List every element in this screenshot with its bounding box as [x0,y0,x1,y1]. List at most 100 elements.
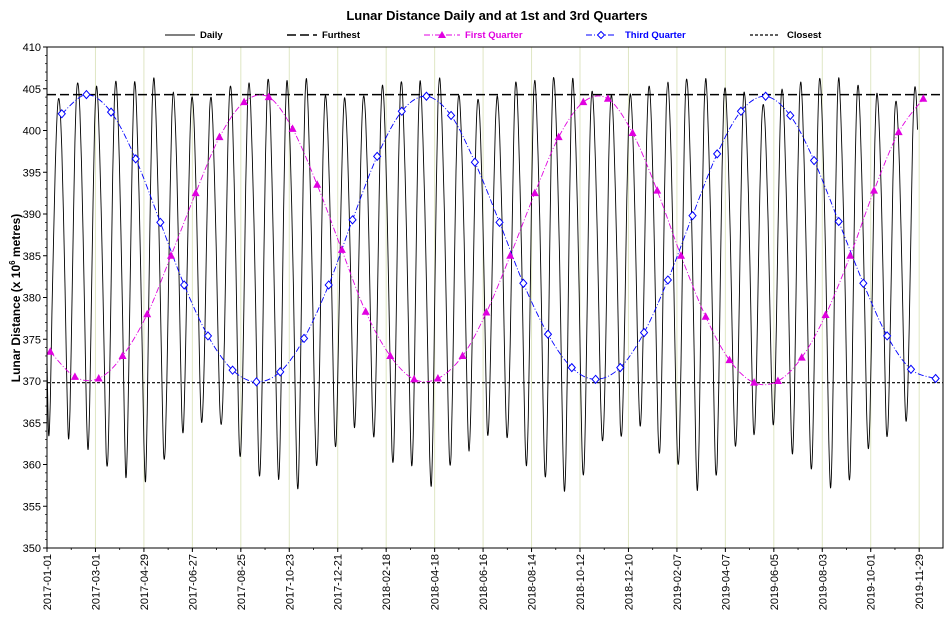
first-quarter-point [386,351,395,359]
third-quarter-point [324,280,333,290]
first-quarter-point [337,245,346,253]
x-tick-label: 2017-08-25 [236,554,248,610]
daily-series-line [47,76,918,492]
legend-label-furthest: Furthest [322,30,361,41]
x-tick-label: 2019-06-05 [769,554,781,610]
first-quarter-point [264,92,273,101]
third-quarter-point [470,157,480,167]
y-tick-label: 395 [23,167,41,179]
third-quarter-point [252,377,261,387]
first-quarter-point [677,251,686,259]
third-quarter-point [906,364,916,375]
third-quarter-point [348,215,357,225]
third-quarter-point [688,210,697,221]
third-quarter-point [299,333,309,344]
first-quarter-point [846,251,855,259]
third-quarter-point [663,275,673,285]
first-quarter-point [603,94,612,102]
third-quarter-point [931,373,940,384]
first-quarter-line [49,94,924,386]
third-quarter-point [179,280,189,290]
x-tick-label: 2019-08-03 [817,554,829,610]
x-tick-label: 2017-06-27 [187,554,199,610]
first-quarter-point [701,312,710,320]
third-quarter-point [882,331,892,341]
first-quarter-point [554,132,563,141]
x-tick-label: 2018-12-10 [623,554,635,610]
x-tick-label: 2017-01-01 [42,554,54,610]
x-tick-label: 2017-04-29 [139,554,151,610]
first-quarter-point [482,308,491,316]
x-tick-label: 2019-04-07 [720,554,732,610]
third-quarter-point [761,91,770,102]
third-quarter-point [712,149,722,159]
third-quarter-point [543,329,553,339]
first-quarter-point [821,310,830,319]
reference-lines [47,93,943,384]
y-tick-label: 410 [23,42,41,54]
third-quarter-point [567,362,576,373]
first-quarter-point [70,372,79,380]
first-quarter-point [870,186,879,194]
third-quarter-point [519,278,528,289]
x-tick-label: 2018-10-12 [575,554,587,610]
legend-label-closest: Closest [787,30,822,41]
first-quarter-point [506,251,515,259]
third-quarter-point [736,106,746,117]
y-tick-label: 405 [23,84,41,96]
first-quarter-point [797,353,806,361]
third-quarter-point [131,154,140,164]
chart-title: Lunar Distance Daily and at 1st and 3rd … [346,8,647,23]
third-quarter-point [495,217,504,228]
third-quarter-point [276,367,285,377]
third-quarter-line [61,94,936,383]
axes: 2017-01-01 2017-03-01 2017-04-29 2017-06-27… [23,42,927,610]
x-tick-label: 2018-02-18 [381,554,393,610]
y-tick-label: 350 [23,543,41,555]
third-quarter-point [446,110,456,121]
legend-label-daily: Daily [200,30,223,41]
third-quarter-point [809,155,819,166]
first-quarter-point [118,351,127,359]
first-quarter-point [894,127,903,136]
x-tick-label: 2019-11-29 [914,554,926,609]
y-tick-label: 355 [23,501,41,513]
first-quarter-point [46,347,55,355]
third-quarter-point [616,362,625,373]
first-quarter-point [530,188,539,197]
third-quarter-point [397,106,406,117]
y-tick-label: 400 [23,126,41,138]
first-quarter-point [750,378,759,386]
third-quarter-point [106,107,116,117]
third-quarter-point [786,110,795,121]
first-quarter-point [433,373,442,382]
y-tick-label: 360 [23,460,41,472]
x-tick-label: 2019-02-07 [672,554,684,610]
third-quarter-point [228,365,237,375]
first-quarter-point [167,251,176,259]
y-axis-label-main: Lunar Distance (x 10 [9,265,23,383]
y-axis-label-sup: 6 [8,260,17,265]
grid-lines [94,47,920,548]
x-tick-label: 2017-10-23 [284,554,296,610]
first-quarter-point [215,132,224,141]
y-tick-label: 375 [23,334,41,346]
first-quarter-point [240,97,249,106]
first-quarter-point [143,309,152,318]
first-quarter-point [410,374,419,383]
third-quarter-point [591,374,600,385]
legend-marker-first-quarter [438,31,446,38]
legend-label-first-quarter: First Quarter [465,30,523,41]
first-quarter-point [94,373,103,382]
x-tick-label: 2017-12-21 [333,554,345,610]
legend: Daily Furthest First Quarter Third Quart… [165,30,822,41]
third-quarter-point [203,331,213,341]
first-quarter-point [628,128,637,137]
x-tick-label: 2019-10-01 [866,554,878,610]
first-quarter-point [725,355,734,364]
first-quarter-point [313,180,322,188]
markers [46,89,940,387]
third-quarter-point [422,91,431,102]
first-quarter-point [288,124,297,132]
series [47,76,936,492]
